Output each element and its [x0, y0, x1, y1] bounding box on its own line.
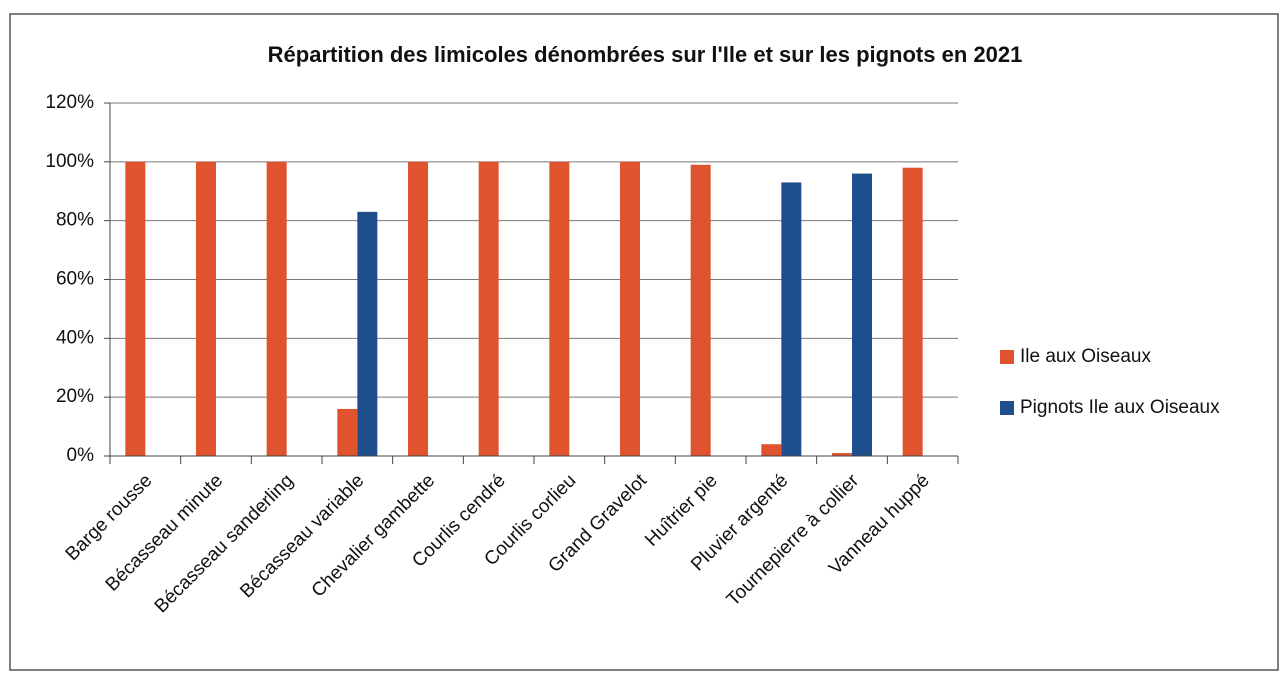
bar: [266, 161, 287, 457]
bar: [832, 453, 852, 456]
bar: [620, 161, 640, 457]
chart-title: Répartition des limicoles dénombrées sur…: [268, 42, 1023, 67]
bar: [478, 161, 499, 457]
bar: [852, 173, 872, 456]
bar: [902, 167, 923, 456]
bar: [125, 161, 146, 457]
bar: [761, 444, 782, 456]
legend-swatch: [1000, 401, 1014, 415]
bar: [549, 161, 570, 457]
bar: [337, 408, 358, 456]
legend-swatch: [1000, 350, 1014, 364]
bar: [196, 161, 216, 457]
bar: [690, 164, 711, 456]
bar: [408, 161, 428, 457]
y-tick-label: 20%: [56, 386, 94, 407]
y-tick-label: 40%: [56, 327, 94, 348]
legend-label: Ile aux Oiseaux: [1020, 346, 1151, 367]
y-tick-label: 100%: [45, 151, 94, 172]
bar: [357, 211, 378, 456]
y-tick-label: 0%: [67, 445, 95, 466]
chart-border: [9, 13, 1279, 671]
bar: [781, 182, 802, 457]
y-tick-label: 120%: [45, 92, 94, 113]
y-tick-label: 80%: [56, 210, 94, 231]
legend-label: Pignots Ile aux Oiseaux: [1020, 397, 1220, 418]
y-tick-label: 60%: [56, 269, 94, 290]
